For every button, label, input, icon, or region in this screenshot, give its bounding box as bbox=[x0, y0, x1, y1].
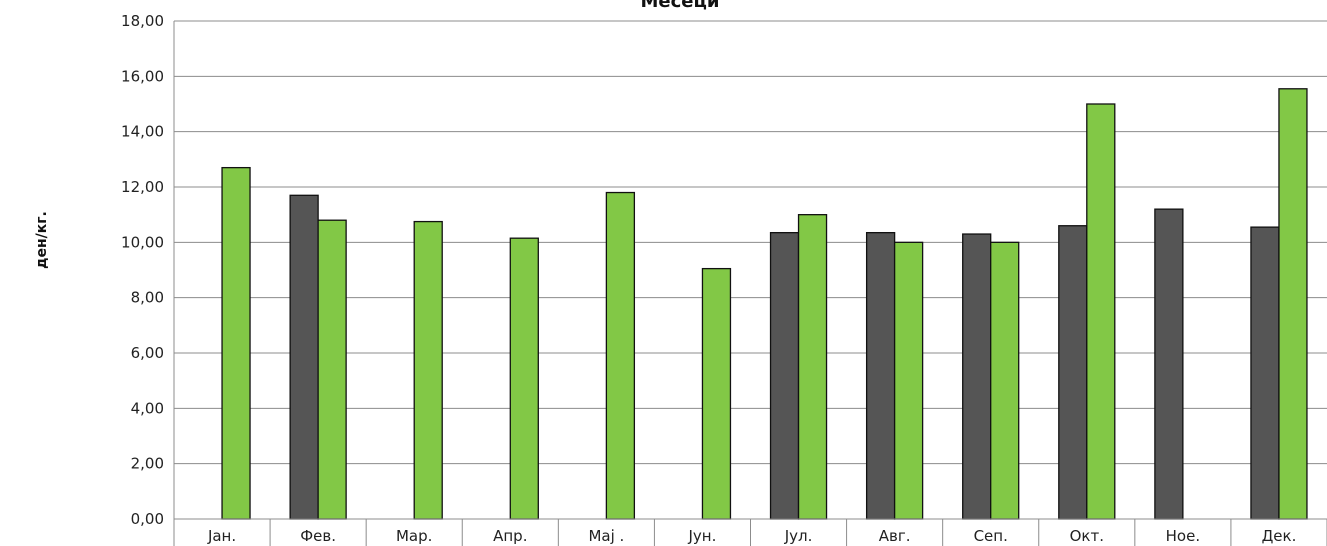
bar-dark bbox=[289, 194, 319, 520]
bar-dark bbox=[1154, 208, 1184, 520]
bar-green bbox=[1086, 103, 1116, 520]
bar-dark bbox=[1250, 226, 1280, 520]
bar-green bbox=[701, 267, 732, 520]
x-tick-label: Ное. bbox=[1166, 527, 1200, 545]
x-tick-labels: Јан. Фев. Мар. Апр. Мај . Јун. Јул. Авг. Сеп. Окт… bbox=[174, 518, 1327, 545]
x-tick-label: Фев. bbox=[300, 527, 336, 545]
x-tick-label: Јан. bbox=[207, 527, 236, 545]
y-axis-label: ден/кг. bbox=[34, 211, 50, 269]
bar-green bbox=[317, 219, 347, 520]
bar-green bbox=[893, 241, 924, 520]
y-tick-label: 18,00 bbox=[121, 12, 164, 30]
bars bbox=[221, 88, 1308, 520]
x-tick-label: Мар. bbox=[396, 527, 432, 545]
bar-green bbox=[605, 191, 636, 520]
bar-dark bbox=[962, 233, 992, 520]
bar-green bbox=[221, 166, 251, 520]
y-tick-label: 0,00 bbox=[131, 510, 164, 528]
bar-green bbox=[990, 241, 1020, 520]
y-tick-label: 16,00 bbox=[121, 67, 164, 85]
x-tick-label: Мај . bbox=[588, 527, 624, 545]
grid-lines bbox=[173, 20, 1327, 546]
x-tick-label: Дек. bbox=[1262, 527, 1297, 545]
bar-green bbox=[1278, 88, 1308, 520]
bar-green bbox=[797, 214, 828, 520]
y-tick-label: 4,00 bbox=[131, 399, 164, 417]
y-tick-label: 8,00 bbox=[131, 289, 164, 307]
y-tick-label: 14,00 bbox=[121, 123, 164, 141]
x-tick-label: Јул. bbox=[784, 527, 813, 545]
x-tick-label: Јун. bbox=[688, 527, 717, 545]
y-tick-label: 12,00 bbox=[121, 178, 164, 196]
bar-dark bbox=[769, 231, 800, 520]
y-tick-label: 6,00 bbox=[131, 344, 164, 362]
x-tick-label: Сеп. bbox=[974, 527, 1008, 545]
y-tick-labels: 0,00 2,00 4,00 6,00 8,00 10,00 12,00 14,00 16,00… bbox=[121, 12, 164, 528]
x-tick-label: Апр. bbox=[493, 527, 527, 545]
chart-title: Месеци bbox=[641, 0, 720, 12]
bar-green bbox=[413, 220, 443, 520]
y-tick-label: 2,00 bbox=[131, 455, 164, 473]
bar-green bbox=[509, 237, 539, 520]
bar-dark bbox=[1058, 225, 1088, 520]
y-tick-label: 10,00 bbox=[121, 233, 164, 251]
bar-dark bbox=[865, 231, 896, 520]
x-tick-label: Авг. bbox=[879, 527, 911, 545]
x-tick-label: Окт. bbox=[1070, 527, 1104, 545]
